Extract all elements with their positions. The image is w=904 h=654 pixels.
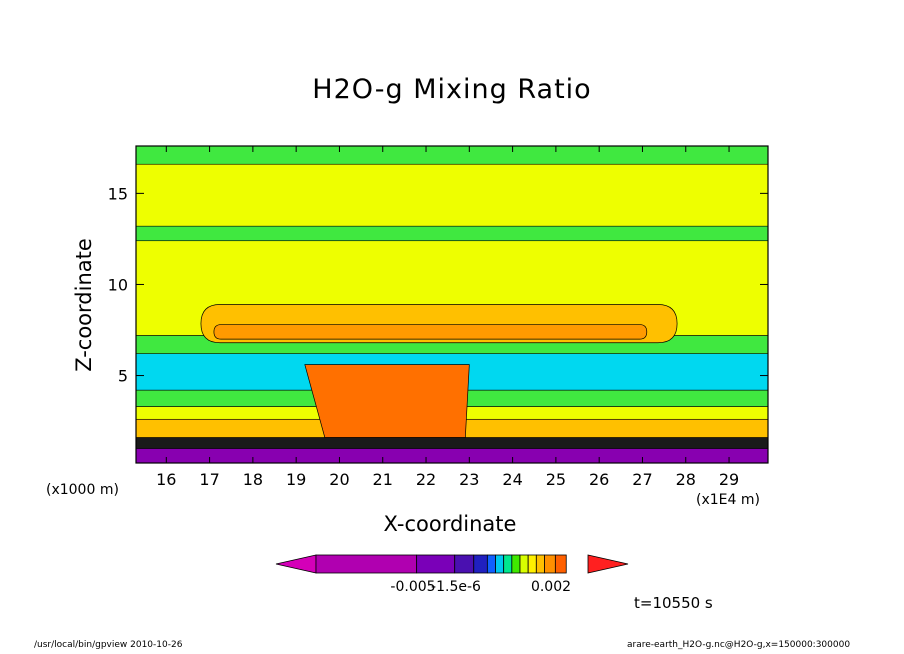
y-tick-label: 5 xyxy=(118,367,128,386)
x-axis-unit: (x1E4 m) xyxy=(696,492,760,508)
y-tick-label: 10 xyxy=(108,275,128,294)
chart-title: H2O-g Mixing Ratio xyxy=(312,74,592,105)
footer-left: /usr/local/bin/gpview 2010-10-26 xyxy=(34,640,183,650)
y-axis-unit: (x1000 m) xyxy=(46,482,119,498)
field-band xyxy=(136,146,768,165)
x-tick-label: 17 xyxy=(199,470,219,489)
anvil-inner xyxy=(213,324,648,340)
x-tick-label: 29 xyxy=(719,470,739,489)
colorbar-extend-high xyxy=(587,554,629,574)
colorbar-tick-label: -0.005 xyxy=(390,579,435,595)
colorbar-cell xyxy=(503,554,513,574)
colorbar-cell xyxy=(486,554,496,574)
convective-core xyxy=(304,364,470,438)
colorbar-cell xyxy=(535,554,545,574)
x-tick-label: 22 xyxy=(416,470,436,489)
plot-frame xyxy=(135,145,769,464)
field-band xyxy=(136,163,768,227)
colorbar-cell xyxy=(527,554,537,574)
colorbar-tick-label: 0.002 xyxy=(531,579,571,595)
colorbar-cell xyxy=(473,554,488,574)
colorbar-cell xyxy=(495,554,505,574)
time-label: t=10550 s xyxy=(634,594,713,612)
colorbar-cell xyxy=(554,554,567,574)
colorbar-cell xyxy=(454,554,475,574)
x-tick-label: 24 xyxy=(502,470,522,489)
x-tick-label: 20 xyxy=(329,470,349,489)
colorbar-cell xyxy=(544,554,556,574)
field-band xyxy=(136,448,768,463)
field-band xyxy=(136,437,768,449)
x-tick-label: 21 xyxy=(373,470,393,489)
field-band xyxy=(136,225,768,242)
x-tick-label: 23 xyxy=(459,470,479,489)
y-axis-label: Z-coordinate xyxy=(72,238,96,372)
x-tick-label: 27 xyxy=(632,470,652,489)
colorbar-cell xyxy=(511,554,521,574)
x-tick-label: 16 xyxy=(156,470,176,489)
footer-right: arare-earth_H2O-g.nc@H2O-g,x=150000:3000… xyxy=(627,640,851,650)
x-tick-label: 18 xyxy=(243,470,263,489)
x-tick-label: 19 xyxy=(286,470,306,489)
colorbar-cell xyxy=(519,554,529,574)
x-tick-label: 28 xyxy=(676,470,696,489)
x-axis-label: X-coordinate xyxy=(383,512,517,536)
colorbar-extend-low xyxy=(275,554,317,574)
colorbar-cell xyxy=(416,554,456,574)
x-tick-label: 26 xyxy=(589,470,609,489)
colorbar-tick-label: -1.5e-6 xyxy=(431,579,481,595)
y-tick-label: 15 xyxy=(108,184,128,203)
colorbar-cell xyxy=(315,554,418,574)
x-tick-label: 25 xyxy=(546,470,566,489)
